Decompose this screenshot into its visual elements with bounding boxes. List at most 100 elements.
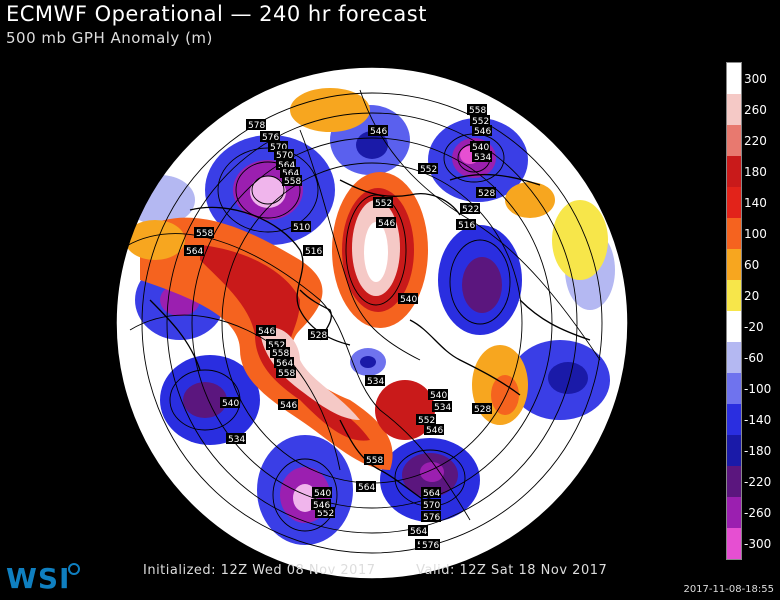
coastlines — [149, 173, 591, 511]
contour-label: 546 — [378, 219, 395, 229]
contour-label: 516 — [305, 247, 322, 257]
contour-label-bg — [456, 219, 476, 230]
colorbar-segment — [727, 94, 741, 125]
colorbar-label: -100 — [744, 382, 772, 396]
contour-label-bg — [376, 217, 396, 228]
contour-label-bg — [303, 245, 323, 256]
contour-label: 552 — [268, 341, 285, 351]
contour-label: 558 — [278, 369, 295, 379]
contour-label-bg — [467, 104, 487, 115]
contour-label-bg — [278, 399, 298, 410]
colorbar-label: 180 — [744, 165, 767, 179]
contour-label-bg — [472, 125, 492, 136]
wsi-logo: WSI — [6, 562, 71, 595]
contour-label: 558 — [469, 106, 486, 116]
contour-label: 546 — [313, 501, 330, 511]
contour-label-bg — [312, 487, 332, 498]
contour-label: 570 — [276, 151, 293, 161]
contour-label: 528 — [478, 189, 495, 199]
colorbar-label: -60 — [744, 351, 764, 365]
contour-label-bg — [276, 367, 296, 378]
colorbar-label: -180 — [744, 444, 772, 458]
colorbar-label: -220 — [744, 475, 772, 489]
contour-label: 546 — [474, 127, 491, 137]
contour-label-bg — [421, 511, 441, 522]
contour-label-bg — [408, 525, 428, 536]
contour-label-bg — [308, 329, 328, 340]
contour-label: 564 — [282, 169, 299, 179]
contour-label: 534 — [474, 153, 491, 163]
contour-label-bg — [274, 149, 294, 160]
contour-label: 540 — [430, 391, 447, 401]
contour-label-bg — [270, 347, 290, 358]
contour-label-bg — [226, 433, 246, 444]
map-title: ECMWF Operational — 240 hr forecast — [6, 2, 427, 26]
contour-label: 552 — [375, 199, 392, 209]
colorbar-segment — [727, 187, 741, 218]
contour-label: 540 — [400, 295, 417, 305]
colorbar-label: 260 — [744, 103, 767, 117]
contour-label: 552 — [317, 509, 334, 519]
contour-label-bg — [282, 175, 302, 186]
valid-time: Valid: 12Z Sat 18 Nov 2017 — [416, 563, 608, 578]
contour-label-bg — [274, 357, 294, 368]
contour-label: 564 — [410, 527, 427, 537]
contour-label: 576 — [422, 541, 439, 551]
contour-label-bg — [260, 131, 280, 142]
contour-label: 546 — [426, 426, 443, 436]
contour-label-bg — [291, 221, 311, 232]
contour-label: 540 — [314, 489, 331, 499]
colorbar-segment — [727, 404, 741, 435]
contour-label-bg — [280, 167, 300, 178]
contour-label-bg — [364, 454, 384, 465]
contour-label-bg — [268, 141, 288, 152]
colorbar-segment — [727, 435, 741, 466]
contour-label-bg — [418, 163, 438, 174]
wsi-logo-icon — [68, 563, 80, 575]
contour-label: 546 — [258, 327, 275, 337]
colorbar-segment — [727, 63, 741, 94]
contour-label: 564 — [276, 359, 293, 369]
colorbar-label: 300 — [744, 72, 767, 86]
contour-label: 522 — [462, 205, 479, 215]
contour-label-bg — [421, 487, 441, 498]
contour-label-bg — [256, 325, 276, 336]
contour-label: 540 — [222, 399, 239, 409]
contour-label-bg — [373, 197, 393, 208]
contour-label-bg — [476, 187, 496, 198]
colorbar-segment — [727, 311, 741, 342]
contour-label: 534 — [434, 403, 451, 413]
colorbar-segment — [727, 218, 741, 249]
contour-label-bg — [398, 293, 418, 304]
contour-label: 552 — [472, 117, 489, 127]
contour-label-bg — [356, 481, 376, 492]
colorbar-label: 60 — [744, 258, 760, 272]
contour-label-bg — [184, 245, 204, 256]
contour-label-bg — [424, 424, 444, 435]
contour-label: 528 — [310, 331, 327, 341]
contour-label-bg — [460, 203, 480, 214]
contour-label: 570 — [423, 501, 440, 511]
contour-label-bg — [472, 151, 492, 162]
colorbar-segment — [727, 528, 741, 559]
colorbar-segment — [727, 497, 741, 528]
colorbar-segment — [727, 373, 741, 404]
contour-label-bg — [472, 403, 492, 414]
contour-label-bg — [194, 227, 214, 238]
colorbar-label: 20 — [744, 289, 760, 303]
colorbar-segment — [727, 125, 741, 156]
contour-labels: 5785765705705645645585525465525465405345… — [184, 104, 496, 551]
contour-label-bg — [421, 499, 441, 510]
contour-label: 510 — [293, 223, 310, 233]
contour-label: 546 — [280, 401, 297, 411]
colorbar-label: -140 — [744, 413, 772, 427]
contour-label-bg — [432, 401, 452, 412]
contour-label-bg — [470, 115, 490, 126]
contour-label-bg — [368, 125, 388, 136]
contour-label-bg — [428, 389, 448, 400]
contour-label: 558 — [272, 349, 289, 359]
contour-label: 564 — [358, 483, 375, 493]
contour-label: 578 — [248, 121, 265, 131]
colorbar-label: -300 — [744, 537, 772, 551]
contour-label: 534 — [228, 435, 245, 445]
